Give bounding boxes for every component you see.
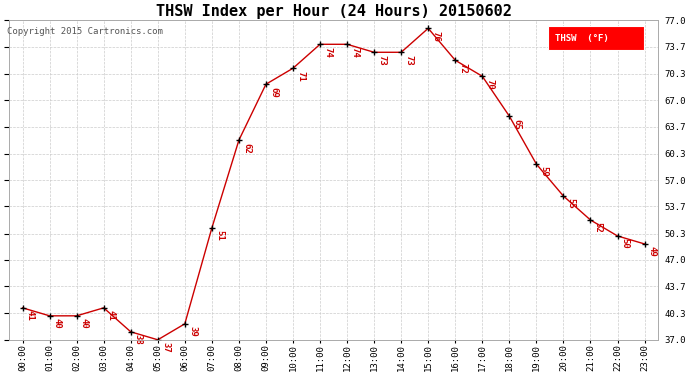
Text: Copyright 2015 Cartronics.com: Copyright 2015 Cartronics.com bbox=[7, 27, 163, 36]
Text: 71: 71 bbox=[296, 70, 305, 81]
Text: 74: 74 bbox=[324, 47, 333, 57]
Text: 76: 76 bbox=[431, 31, 440, 42]
Text: 62: 62 bbox=[242, 142, 251, 153]
Text: 72: 72 bbox=[458, 63, 468, 74]
Text: 69: 69 bbox=[269, 87, 278, 98]
Text: 40: 40 bbox=[53, 318, 62, 329]
Text: 40: 40 bbox=[80, 318, 89, 329]
Text: 52: 52 bbox=[593, 222, 603, 233]
Text: 73: 73 bbox=[377, 55, 386, 65]
Text: 51: 51 bbox=[215, 230, 224, 241]
Text: 38: 38 bbox=[134, 334, 143, 345]
Text: 59: 59 bbox=[540, 166, 549, 177]
Text: 41: 41 bbox=[26, 310, 34, 321]
Text: 39: 39 bbox=[188, 326, 197, 337]
Text: 74: 74 bbox=[351, 47, 359, 57]
Text: 50: 50 bbox=[621, 238, 630, 249]
Title: THSW Index per Hour (24 Hours) 20150602: THSW Index per Hour (24 Hours) 20150602 bbox=[156, 4, 511, 19]
Text: THSW  (°F): THSW (°F) bbox=[555, 34, 609, 43]
Text: 70: 70 bbox=[486, 79, 495, 89]
Text: 37: 37 bbox=[161, 342, 170, 353]
Text: 73: 73 bbox=[404, 55, 413, 65]
Text: 41: 41 bbox=[107, 310, 116, 321]
Text: 65: 65 bbox=[513, 118, 522, 129]
Text: 49: 49 bbox=[648, 246, 657, 257]
Text: 55: 55 bbox=[566, 198, 575, 209]
